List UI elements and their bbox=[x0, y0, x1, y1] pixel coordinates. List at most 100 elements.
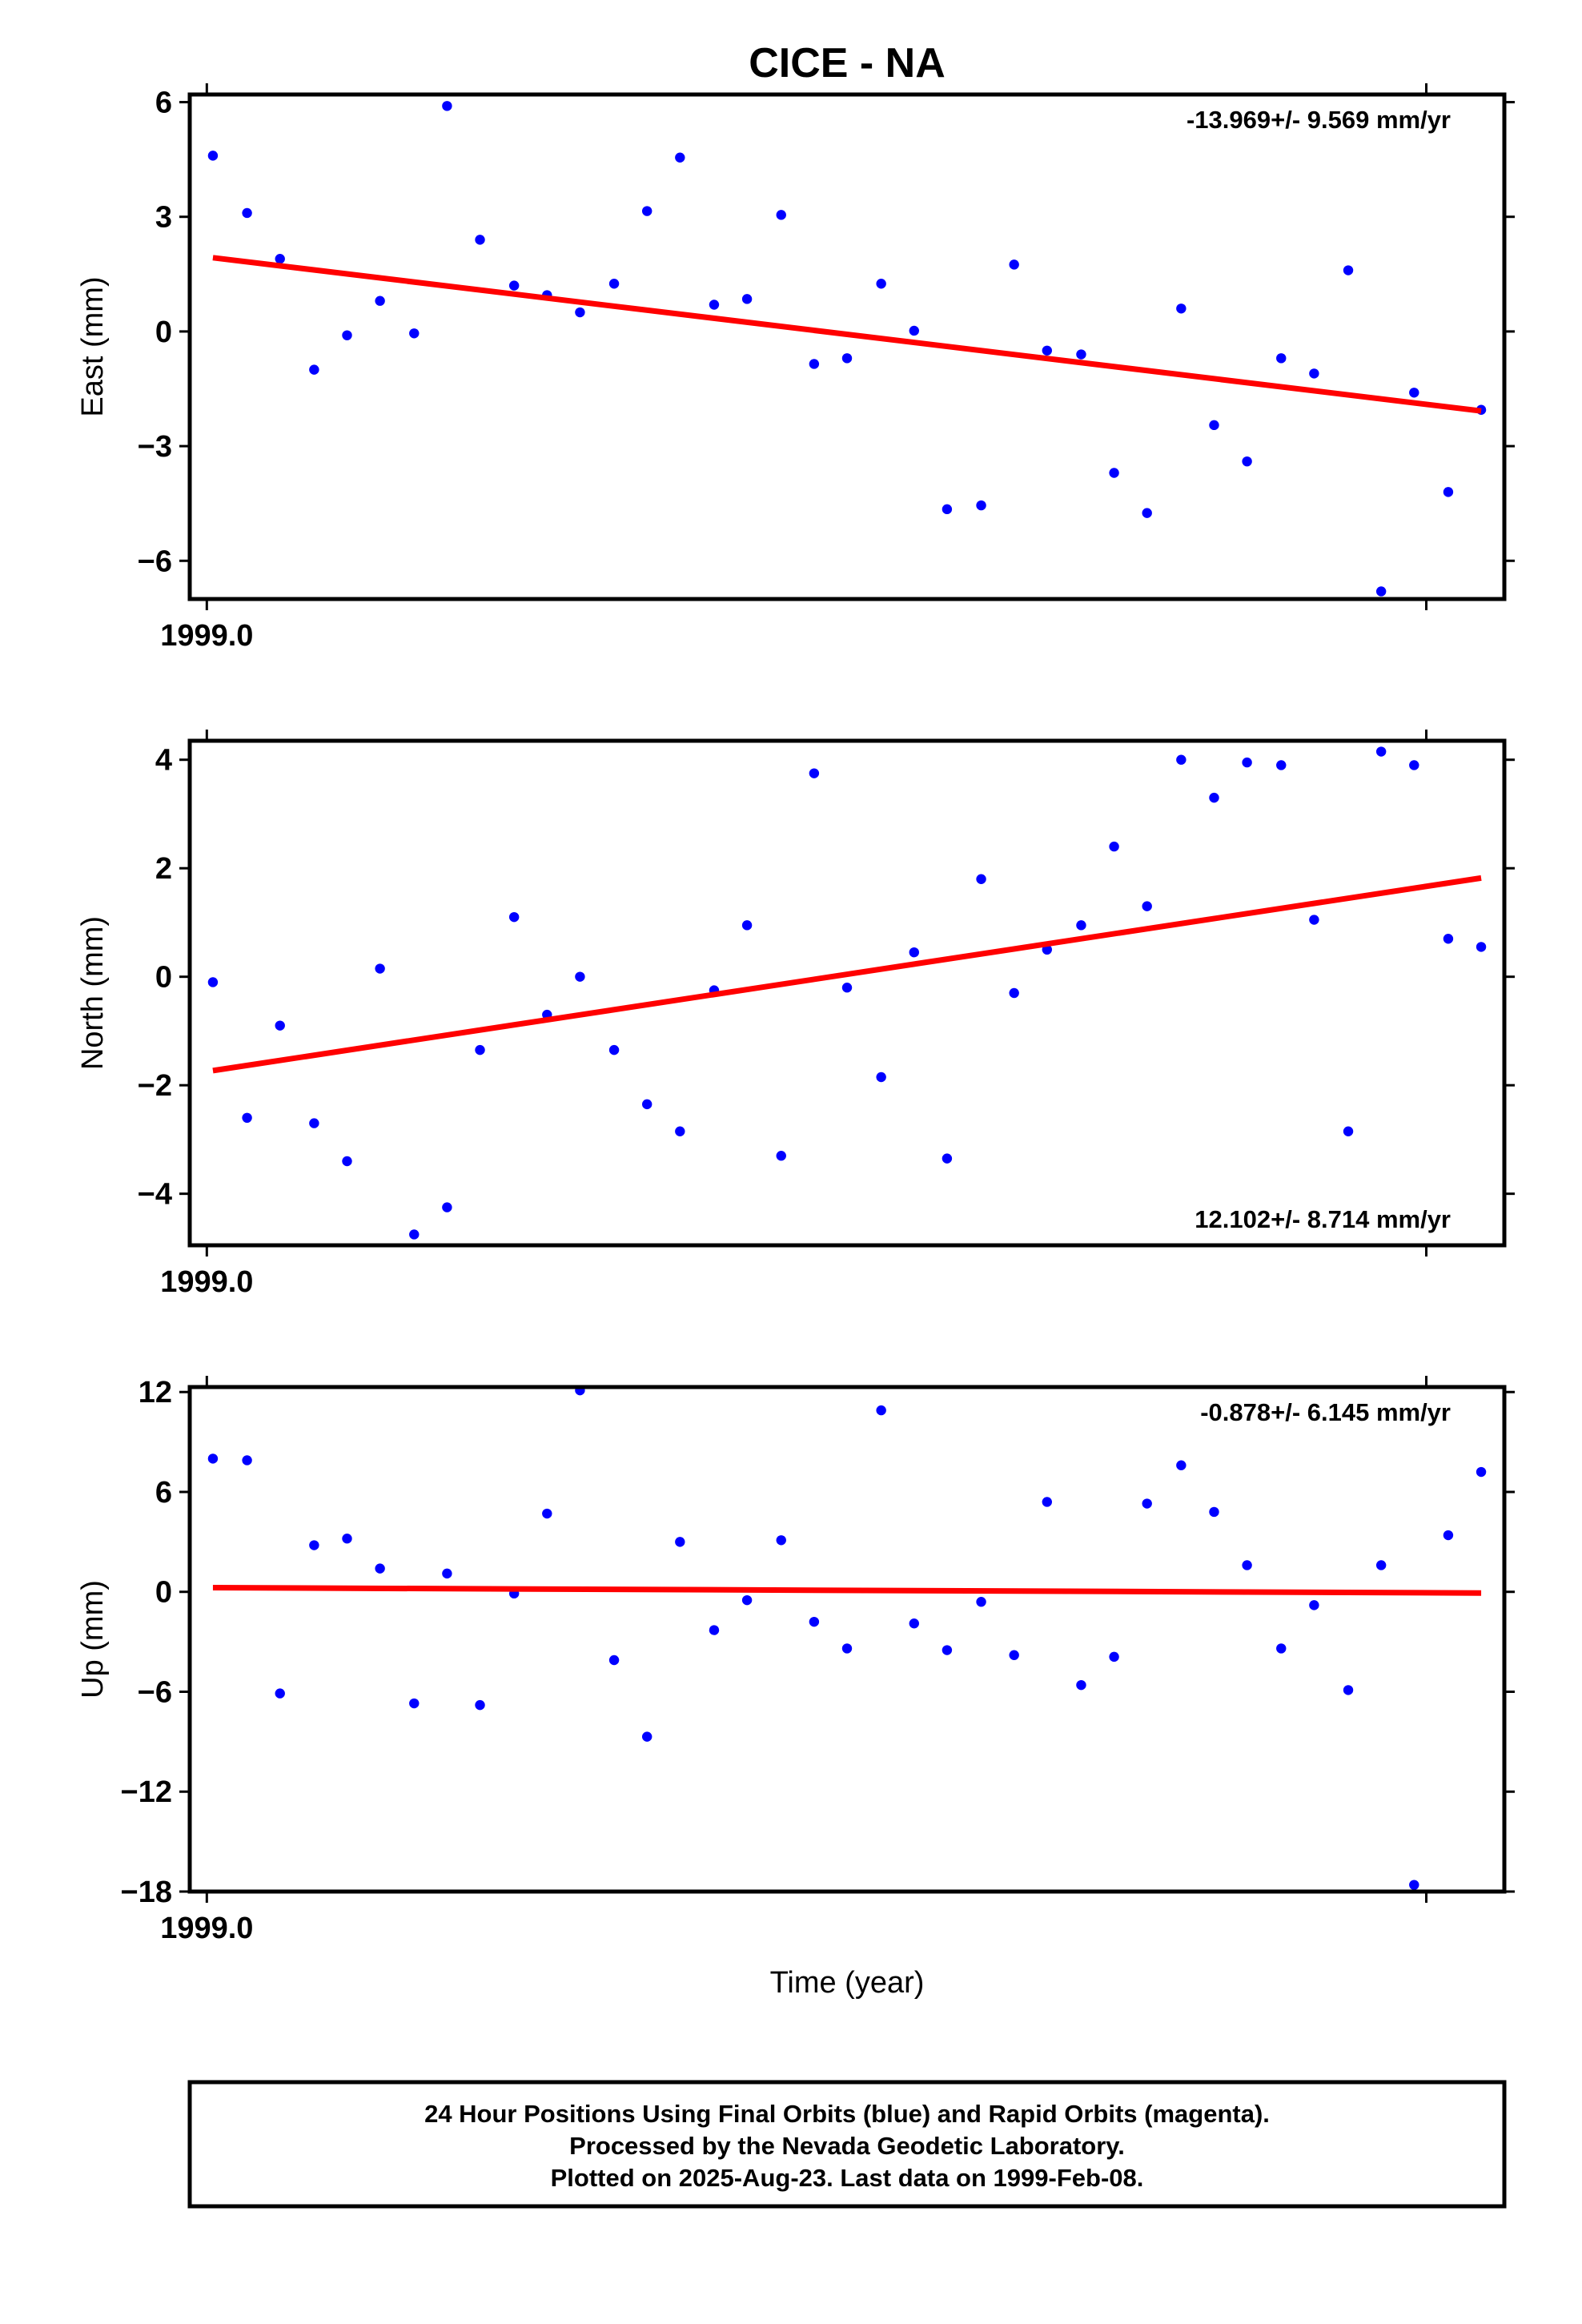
y-tick-label: 12 bbox=[139, 1376, 172, 1409]
data-point bbox=[675, 1126, 685, 1136]
data-point bbox=[841, 983, 853, 993]
data-point bbox=[1076, 920, 1086, 931]
data-point bbox=[675, 152, 685, 163]
data-point bbox=[207, 1454, 219, 1464]
data-point bbox=[1209, 1506, 1219, 1518]
y-tick-label: −4 bbox=[138, 1178, 172, 1212]
y-tick-label: 0 bbox=[155, 961, 172, 995]
y-tick-label: −2 bbox=[138, 1069, 172, 1103]
y-axis-label: East (mm) bbox=[76, 276, 110, 416]
y-tick-label: −6 bbox=[138, 1675, 172, 1709]
data-point bbox=[242, 207, 252, 219]
data-point bbox=[776, 1535, 786, 1546]
data-point bbox=[1443, 487, 1454, 497]
data-point bbox=[409, 1698, 420, 1709]
data-point bbox=[409, 328, 420, 339]
rate-label: 12.102+/- 8.714 mm/yr bbox=[1195, 1205, 1451, 1233]
data-point bbox=[1309, 368, 1319, 379]
data-point bbox=[1409, 1880, 1419, 1890]
data-point bbox=[1142, 901, 1152, 911]
data-point bbox=[1109, 1651, 1119, 1663]
data-point bbox=[1343, 1685, 1354, 1695]
plot-frame bbox=[187, 1385, 1507, 1894]
data-point bbox=[275, 254, 285, 264]
x-tick-label: 1999.0 bbox=[160, 619, 253, 653]
data-point bbox=[1443, 934, 1454, 944]
data-point bbox=[409, 1229, 420, 1240]
y-tick-label: 3 bbox=[155, 201, 172, 235]
y-tick-label: 0 bbox=[155, 316, 172, 349]
data-point bbox=[575, 971, 585, 982]
data-point bbox=[608, 279, 620, 289]
data-point bbox=[309, 364, 319, 375]
data-point bbox=[542, 1508, 552, 1519]
data-point bbox=[1476, 942, 1487, 952]
footer-line-2: Processed by the Nevada Geodetic Laborat… bbox=[569, 2132, 1125, 2160]
y-tick-label: −6 bbox=[138, 545, 172, 578]
data-point bbox=[207, 977, 219, 987]
data-point bbox=[442, 101, 452, 111]
data-point bbox=[809, 768, 820, 778]
data-point bbox=[309, 1540, 319, 1550]
data-point bbox=[1343, 1126, 1354, 1136]
data-point bbox=[1209, 420, 1219, 431]
data-point bbox=[1076, 349, 1086, 360]
data-point bbox=[309, 1118, 319, 1128]
data-point bbox=[909, 325, 919, 336]
data-point bbox=[976, 1597, 986, 1607]
data-point bbox=[1209, 792, 1219, 803]
data-point bbox=[641, 1099, 652, 1110]
data-point bbox=[508, 280, 520, 291]
y-tick-label: −18 bbox=[121, 1876, 172, 1909]
y-axis-label: Up (mm) bbox=[76, 1580, 110, 1699]
y-tick-label: 0 bbox=[155, 1576, 172, 1610]
data-point bbox=[608, 1655, 620, 1666]
y-tick-label: 4 bbox=[155, 744, 172, 778]
data-point bbox=[1309, 915, 1319, 925]
data-point bbox=[1009, 1650, 1019, 1660]
data-point bbox=[942, 1153, 953, 1164]
data-point bbox=[1242, 757, 1252, 768]
data-point bbox=[1242, 1560, 1252, 1570]
data-point bbox=[575, 307, 585, 318]
trend-line bbox=[212, 875, 1482, 1074]
data-point bbox=[242, 1455, 252, 1466]
panel-east: 6 3 0 −3 −6 1999.0 East (mm) -13.969+/- 9.569 m… bbox=[76, 83, 1515, 653]
data-point bbox=[1276, 760, 1287, 770]
data-point bbox=[342, 1534, 352, 1544]
data-point bbox=[342, 330, 352, 340]
data-point bbox=[508, 911, 520, 923]
chart-title: CICE - NA bbox=[749, 40, 946, 86]
data-point bbox=[876, 1072, 886, 1083]
data-point bbox=[1276, 353, 1287, 364]
data-point bbox=[1309, 1600, 1319, 1610]
y-tick-label: −12 bbox=[121, 1775, 172, 1809]
footer-line-1: 24 Hour Positions Using Final Orbits (bl… bbox=[424, 2100, 1270, 2128]
plot-frame bbox=[187, 92, 1507, 601]
data-point bbox=[709, 300, 720, 310]
data-point bbox=[1076, 1679, 1086, 1691]
data-point bbox=[741, 1594, 753, 1606]
data-point bbox=[976, 500, 986, 511]
data-point bbox=[1042, 345, 1053, 356]
data-point bbox=[841, 353, 853, 364]
footer-line-3: Plotted on 2025-Aug-23. Last data on 199… bbox=[551, 2164, 1144, 2192]
data-point bbox=[641, 206, 652, 216]
panels: 6 3 0 −3 −6 1999.0 East (mm) -13.969+/- 9.569 m… bbox=[76, 83, 1515, 1945]
data-point bbox=[1009, 259, 1019, 270]
panel-north: 4 2 0 −2 −4 1999.0 North (mm) 12.102+/- 8.714 m… bbox=[76, 730, 1515, 1299]
data-point bbox=[275, 1688, 285, 1699]
rate-label: -0.878+/- 6.145 mm/yr bbox=[1200, 1398, 1451, 1426]
data-point bbox=[1142, 1498, 1152, 1509]
data-point bbox=[1343, 265, 1354, 275]
rate-label: -13.969+/- 9.569 mm/yr bbox=[1186, 106, 1451, 134]
footer-box: 24 Hour Positions Using Final Orbits (bl… bbox=[187, 2080, 1507, 2209]
data-point bbox=[909, 947, 919, 958]
data-point bbox=[1109, 841, 1119, 852]
data-point bbox=[976, 874, 986, 884]
y-tick-label: −3 bbox=[138, 430, 172, 464]
plot-frame bbox=[187, 738, 1507, 1248]
data-point bbox=[442, 1202, 452, 1212]
data-point bbox=[475, 235, 485, 245]
data-point bbox=[375, 296, 385, 306]
